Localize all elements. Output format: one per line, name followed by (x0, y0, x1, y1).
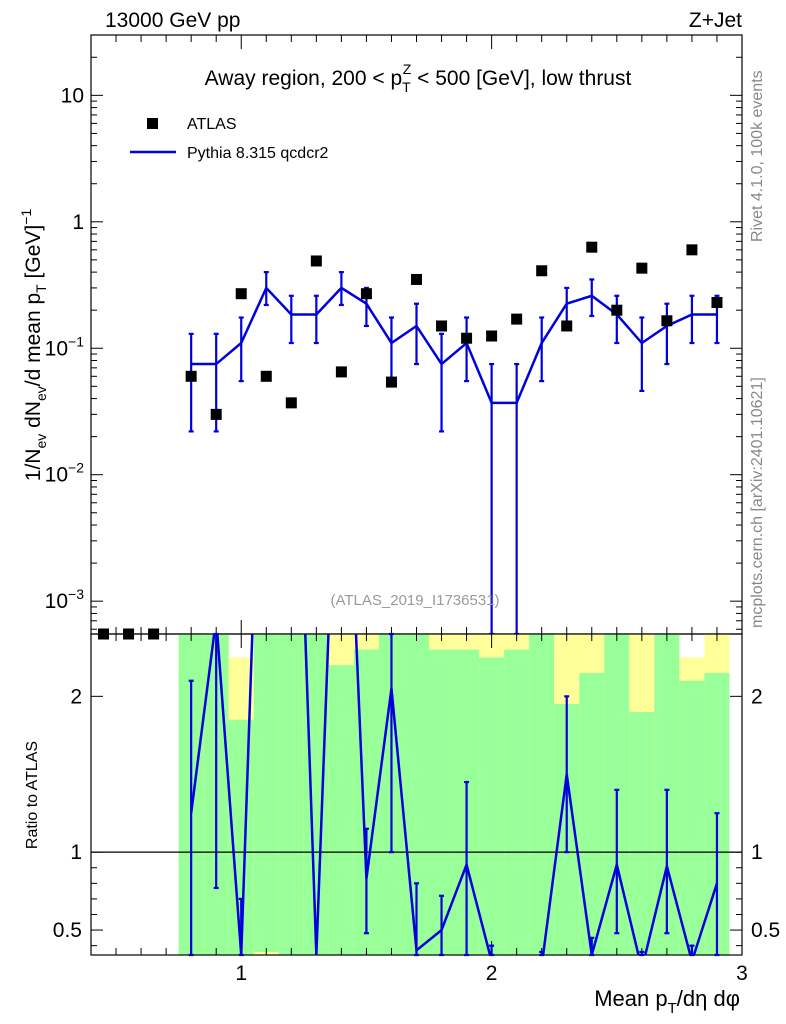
atlas-data-point (586, 241, 598, 253)
analysis-watermark: (ATLAS_2019_I1736531) (330, 592, 499, 609)
x-tick-label: 1 (235, 962, 247, 985)
ratio-y-tick-label-left: 2 (70, 685, 82, 708)
atlas-data-point (185, 370, 197, 382)
atlas-data-point (611, 304, 623, 316)
chart-title: Away region, 200 < pTZ < 500 [GeV], low … (205, 61, 632, 95)
legend-pythia-label: Pythia 8.315 qcdcr2 (187, 145, 329, 162)
ratio-y-tick-label-right: 1 (751, 841, 763, 864)
atlas-data-point (511, 313, 523, 325)
atlas-data-point (385, 376, 397, 388)
atlas-data-point (561, 320, 573, 332)
legend-atlas-label: ATLAS (187, 116, 237, 133)
atlas-data-point (461, 332, 473, 344)
legend: ATLAS Pythia 8.315 qcdcr2 (130, 116, 329, 162)
ratio-band-green (579, 672, 605, 955)
x-tick-label: 3 (736, 962, 748, 985)
atlas-data-point (686, 244, 698, 256)
ratio-band-green (679, 680, 705, 955)
atlas-data-point (436, 320, 448, 332)
pythia-series-line (191, 285, 717, 405)
atlas-data-point (310, 255, 322, 267)
x-tick-label: 2 (486, 962, 498, 985)
atlas-data-point (636, 262, 648, 274)
atlas-data-point (711, 297, 723, 309)
ratio-y-tick-label-right: 0.5 (751, 919, 780, 942)
header-energy-label: 13000 GeV pp (105, 9, 240, 32)
ratio-y-tick-label-left: 0.5 (53, 919, 82, 942)
atlas-data-point (411, 273, 422, 285)
atlas-data-point (210, 408, 222, 420)
atlas-data-point (536, 265, 548, 277)
ratio-series-line (189, 634, 719, 955)
legend-atlas-marker (147, 118, 158, 129)
atlas-data-point (235, 288, 247, 300)
ratio-band-green (278, 634, 304, 955)
main-y-tick-label: 1 (72, 211, 84, 234)
atlas-data-point (360, 288, 372, 300)
ratio-band-green (253, 634, 279, 952)
main-y-tick-label: 10−2 (45, 460, 85, 487)
atlas-data-point (285, 397, 297, 409)
ratio-y-tick-label-right: 2 (751, 685, 763, 708)
mcplots-credit-label: mcplots.cern.ch [arXiv:2401.10621] (749, 377, 766, 628)
ratio-band-green (504, 649, 530, 955)
main-y-axis-label: 1/Nev dNev/d mean pT [GeV]−1 (18, 209, 49, 482)
atlas-data-point (335, 366, 347, 378)
atlas-data-point (661, 315, 673, 327)
ratio-band-green (629, 711, 655, 955)
rivet-version-label: Rivet 4.1.0, 100k events (749, 70, 766, 242)
main-y-tick-label: 10−3 (45, 586, 85, 613)
ratio-y-axis-label: Ratio to ATLAS (24, 741, 41, 849)
main-y-tick-label: 10 (61, 84, 84, 107)
x-axis-label: Mean pT/dη dφ (594, 986, 740, 1017)
main-data-marks (98, 241, 723, 640)
atlas-data-point (486, 330, 498, 342)
atlas-data-point (260, 370, 272, 382)
main-y-tick-label: 10−1 (45, 333, 85, 360)
ratio-data-marks (188, 632, 720, 957)
ratio-uncertainty-bands (178, 634, 730, 955)
ratio-y-tick-label-left: 1 (70, 841, 82, 864)
header-process-label: Z+Jet (689, 9, 742, 32)
ratio-band-green (328, 665, 354, 955)
ratio-band-green (479, 657, 505, 955)
